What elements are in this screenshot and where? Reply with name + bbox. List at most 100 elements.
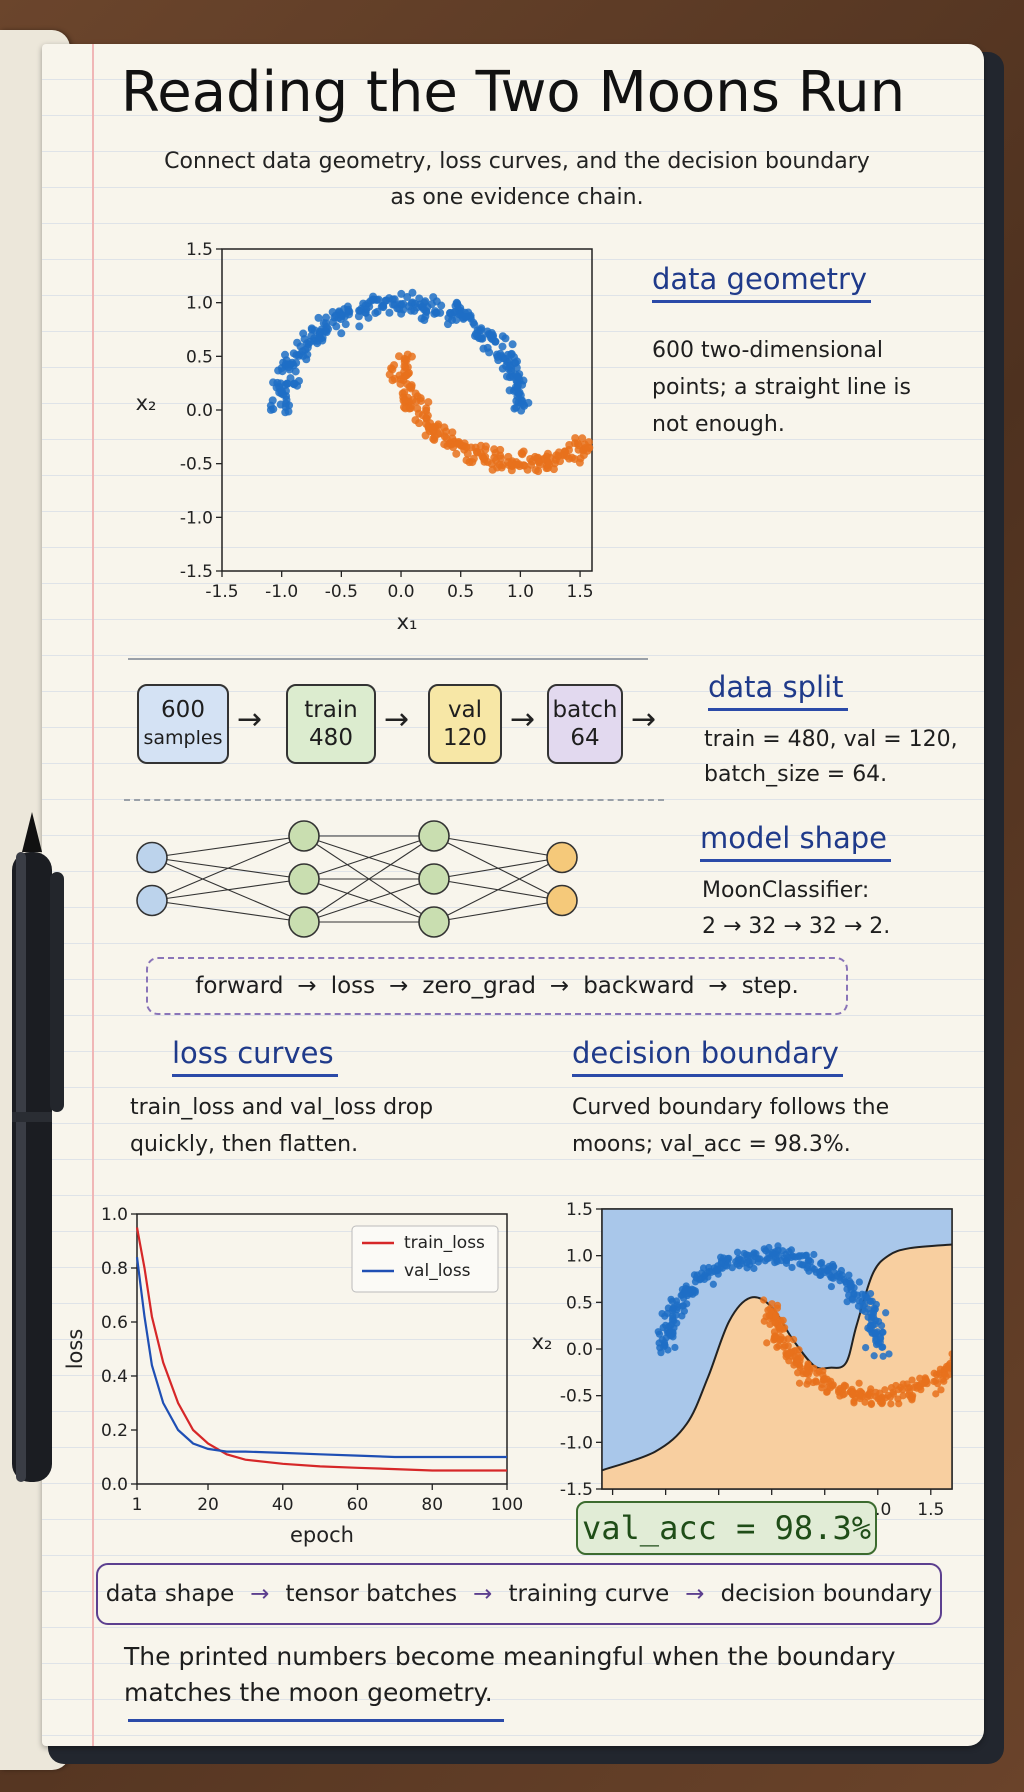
model-shape-note-2: 2 → 32 → 32 → 2.	[702, 914, 891, 939]
y-tick-label: 0.6	[101, 1313, 128, 1333]
orange-moon-point	[584, 438, 593, 447]
orange-moon-point	[412, 397, 421, 406]
blue-moon-point	[373, 307, 382, 316]
blue-moon-point	[278, 367, 287, 376]
orange-moon-point	[886, 1393, 894, 1401]
orange-moon-point	[962, 1353, 969, 1360]
orange-moon-point	[866, 1392, 874, 1400]
blue-moon-point	[742, 1251, 750, 1259]
blue-moon-point	[502, 362, 511, 371]
orange-moon-point	[507, 466, 516, 475]
orange-moon-point	[497, 463, 506, 472]
blue-moon-point	[498, 332, 507, 341]
orange-moon-point	[452, 449, 461, 458]
arrow-right-icon: →	[389, 973, 409, 999]
orange-moon-point	[932, 1390, 940, 1398]
orange-moon-point	[534, 467, 543, 476]
notebook-page: Reading the Two Moons Run Connect data g…	[42, 44, 984, 1746]
orange-moon-point	[977, 1319, 984, 1326]
orange-moon-point	[934, 1380, 942, 1388]
orange-moon-point	[490, 445, 499, 454]
orange-moon-point	[982, 1308, 984, 1315]
train-loss-line	[135, 1227, 507, 1472]
blue-moon-point	[279, 358, 288, 367]
orange-moon-point	[971, 1323, 978, 1330]
network-edge	[151, 835, 305, 859]
moons-scatter-plot: -1.5 -1.0 -0.5 0.0 0.5 1.0 1.5 1.5 1.0 0.5 0.0 -0.5…	[136, 240, 594, 634]
x-tick-label: 100	[491, 1495, 523, 1515]
x-tick-label: 0.0	[388, 582, 415, 602]
x-tick-label: -1.5	[205, 582, 238, 602]
blue-moon-point	[420, 298, 429, 307]
blue-moon-point	[678, 1312, 686, 1320]
orange-moon-point	[953, 1359, 960, 1366]
blue-moon-point	[849, 1296, 857, 1304]
orange-moon-point	[574, 441, 583, 450]
orange-moon-point	[977, 1310, 984, 1317]
evidence-step: data shape	[105, 1581, 235, 1607]
blue-moon-point	[667, 1321, 675, 1330]
blue-moon-point	[735, 1254, 743, 1263]
orange-moon-point	[777, 1333, 785, 1341]
blue-moon-point	[284, 407, 293, 416]
blue-moon-point	[502, 372, 511, 381]
arrow-right-icon: →	[237, 702, 263, 737]
orange-moon-point	[804, 1370, 812, 1379]
blue-moon-point	[723, 1262, 731, 1270]
page-subtitle: Connect data geometry, loss curves, and …	[164, 149, 870, 210]
orange-moon-point	[543, 449, 552, 458]
y-tick-label: 1.5	[566, 1200, 593, 1220]
arrow-right-icon: →	[631, 702, 657, 737]
split-box-600: 600 samples	[137, 684, 229, 764]
orange-moon-point	[982, 1329, 984, 1336]
network-edge	[433, 857, 563, 923]
model-shape-heading: model shape	[700, 821, 892, 862]
orange-moon-point	[463, 449, 472, 458]
blue-moon-point	[290, 379, 299, 388]
orange-moon-point	[975, 1350, 982, 1357]
evidence-step: decision boundary	[720, 1581, 933, 1607]
y-tick-label: 0.4	[101, 1367, 128, 1387]
orange-moon-point	[953, 1352, 960, 1359]
split-box-value: 120	[443, 725, 487, 751]
blue-moon-point	[843, 1298, 851, 1306]
y-tick-label: 0.5	[186, 347, 213, 367]
orange-moon-point	[878, 1400, 886, 1408]
takeaway-text: The printed numbers become meaningful wh…	[124, 1642, 896, 1707]
x-tick-label: 0.5	[447, 582, 474, 602]
orange-moon-point	[971, 1347, 978, 1354]
split-box-label: train	[304, 697, 358, 723]
blue-moon-point	[355, 322, 364, 331]
orange-moon-point	[964, 1343, 971, 1350]
blue-moon-point	[332, 322, 341, 331]
blue-moon-point	[313, 336, 322, 345]
blue-moon-point	[882, 1309, 890, 1317]
x-tick-label: 60	[347, 1495, 369, 1515]
blue-moon-point	[820, 1268, 829, 1277]
orange-moon-point	[856, 1392, 864, 1400]
data-geometry-note: 600 two-dimensional points; a straight l…	[652, 338, 911, 437]
accuracy-badge: val_acc = 98.3%	[576, 1501, 877, 1555]
orange-moon-point	[488, 465, 497, 474]
orange-moon-point	[966, 1332, 973, 1339]
network-diagram	[136, 820, 578, 938]
orange-moon-point	[959, 1347, 966, 1354]
network-edge	[303, 835, 435, 880]
orange-moon-point	[983, 1329, 984, 1336]
orange-moon-point	[972, 1343, 979, 1350]
orange-moon-point	[983, 1316, 984, 1323]
network-edge	[433, 899, 563, 923]
blue-moon-point	[861, 1291, 869, 1299]
orange-moon-point	[481, 445, 490, 454]
blue-moon-point	[399, 299, 408, 308]
orange-moon-point	[959, 1346, 966, 1353]
network-edge	[433, 835, 563, 859]
orange-moon-point	[399, 396, 408, 405]
data-split-note-2: batch_size = 64.	[704, 762, 888, 787]
blue-moon-point	[810, 1265, 819, 1273]
orange-moon-point	[401, 404, 410, 413]
blue-moon-point	[680, 1288, 688, 1296]
orange-moon-point	[867, 1385, 875, 1393]
arrow-right-icon: →	[473, 1581, 493, 1607]
orange-moon-point	[981, 1315, 984, 1322]
